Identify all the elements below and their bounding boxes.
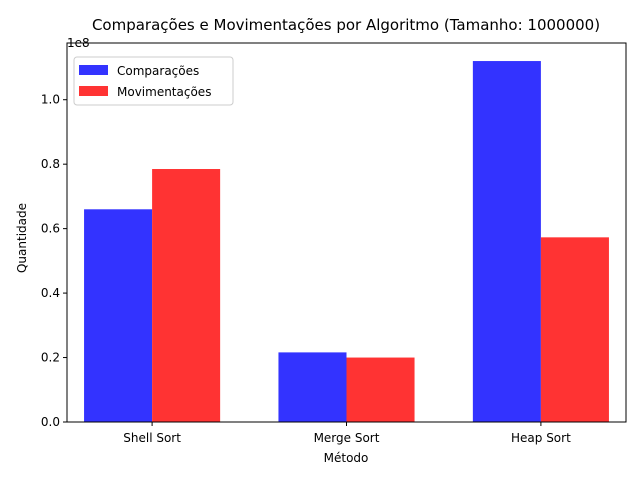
bar-movimentacoes-merge-sort xyxy=(346,357,415,422)
y-tick-label: 0.8 xyxy=(41,157,60,171)
y-tick-label: 0.6 xyxy=(41,222,60,236)
bar-movimentacoes-shell-sort xyxy=(152,169,221,422)
bar-movimentacoes-heap-sort xyxy=(540,237,609,422)
y-tick-label: 1.0 xyxy=(41,93,60,107)
x-tick-label: Shell Sort xyxy=(123,431,181,445)
chart-title: Comparações e Movimentações por Algoritm… xyxy=(92,16,600,34)
legend-swatch-comparacoes xyxy=(79,65,108,75)
legend-label-movimentacoes: Movimentações xyxy=(117,85,211,99)
legend-swatch-movimentacoes xyxy=(79,86,108,96)
x-axis: Shell Sort Merge Sort Heap Sort xyxy=(123,422,571,445)
x-tick-label: Heap Sort xyxy=(511,431,571,445)
bar-comparacoes-shell-sort xyxy=(84,209,153,422)
y-axis: 0.0 0.2 0.4 0.6 0.8 1.0 xyxy=(41,93,67,429)
x-tick-label: Merge Sort xyxy=(314,431,380,445)
y-tick-label: 0.4 xyxy=(41,286,60,300)
bars-group xyxy=(84,61,609,423)
legend-box xyxy=(73,56,234,106)
legend: Comparações Movimentações xyxy=(73,56,234,106)
bar-comparacoes-merge-sort xyxy=(278,352,347,422)
legend-label-comparacoes: Comparações xyxy=(117,64,199,78)
y-axis-label: Quantidade xyxy=(15,203,29,273)
y-tick-label: 0.0 xyxy=(41,415,60,429)
bar-comparacoes-heap-sort xyxy=(472,61,541,423)
y-tick-label: 0.2 xyxy=(41,351,60,365)
x-axis-label: Método xyxy=(324,451,369,465)
